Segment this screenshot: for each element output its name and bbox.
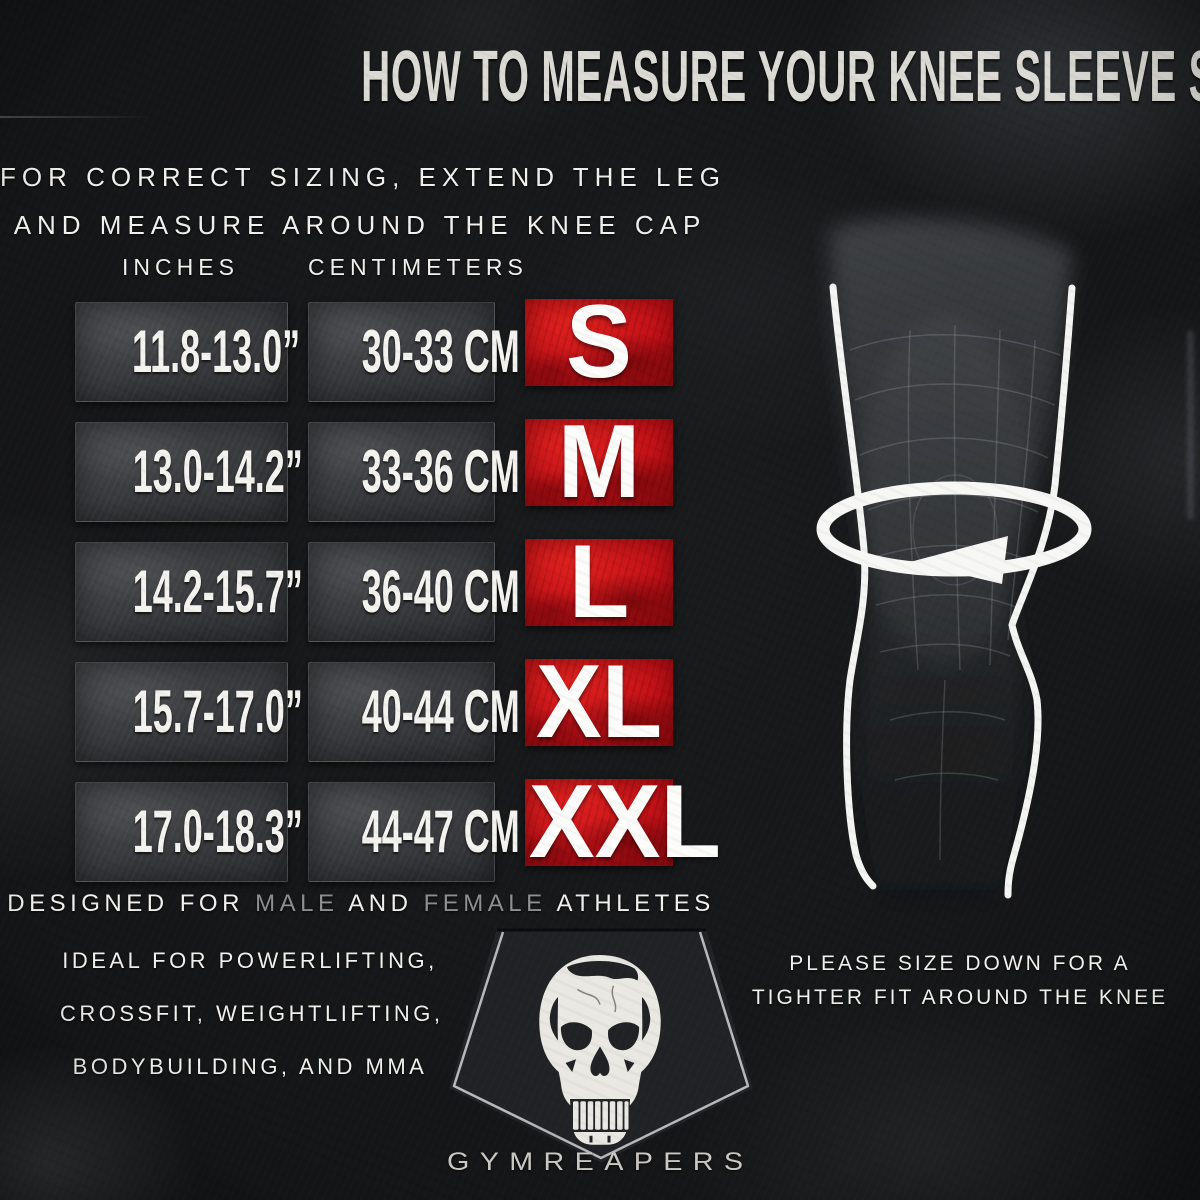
size-badge-s: S [525, 290, 673, 394]
inches-value-box: 14.2-15.7” [75, 542, 303, 642]
column-header-centimeters: CENTIMETERS [308, 254, 528, 280]
inches-value-box: 17.0-18.3” [75, 782, 303, 882]
designed-for-and: AND [338, 890, 424, 917]
designed-for-male: MALE [255, 890, 339, 917]
size-row-xxl: 17.0-18.3” 44-47 CM XXL [0, 770, 721, 882]
column-header-inches: INCHES [122, 254, 239, 280]
size-row-xl: 15.7-17.0” 40-44 CM XL [0, 650, 720, 762]
designed-for-line: DESIGNED FOR MALE AND FEMALE ATHLETES [0, 890, 722, 918]
size-note-line-2: TIGHTER FIT AROUND THE KNEE [751, 986, 1169, 1009]
size-row-l: 14.2-15.7” 36-40 CM L [0, 530, 720, 642]
centimeters-value-box: 44-47 CM [308, 782, 520, 882]
skull-banner [449, 928, 753, 1163]
centimeters-value-box: 33-36 CM [308, 422, 520, 522]
page-title: HOW TO MEASURE YOUR KNEE SLEEVE SIZE [361, 37, 1200, 117]
centimeters-value-box: 30-33 CM [308, 302, 520, 402]
ideal-for-line-2: CROSSFIT, WEIGHTLIFTING, [60, 1001, 444, 1026]
designed-for-prefix: DESIGNED FOR [7, 890, 256, 917]
size-badge-xxl: XXL [525, 770, 721, 874]
designed-for-female: FEMALE [423, 890, 547, 917]
size-note-line-1: PLEASE SIZE DOWN FOR A [789, 952, 1131, 975]
instruction-line-1: FOR CORRECT SIZING, EXTEND THE LEG [0, 162, 726, 192]
designed-for-suffix: ATHLETES [546, 890, 715, 917]
light-streak [1187, 330, 1194, 520]
leg-contour-lines [829, 283, 1076, 899]
size-badge-l: L [525, 530, 673, 634]
ideal-for-line-1: IDEAL FOR POWERLIFTING, [62, 948, 438, 973]
size-badge-xl: XL [525, 650, 673, 754]
ideal-for-line-3: BODYBUILDING, AND MMA [72, 1054, 428, 1079]
centimeters-value-box: 36-40 CM [308, 542, 520, 642]
size-row-s: 11.8-13.0” 30-33 CM S [0, 290, 720, 402]
size-row-m: 13.0-14.2” 33-36 CM M [0, 410, 720, 522]
size-badge-m: M [525, 410, 673, 514]
instruction-line-2: AND MEASURE AROUND THE KNEE CAP [13, 210, 707, 240]
scratch-texture [0, 116, 150, 118]
inches-value-box: 13.0-14.2” [75, 422, 303, 522]
inches-value-box: 15.7-17.0” [75, 662, 303, 762]
centimeters-value-box: 40-44 CM [308, 662, 520, 762]
skull-icon [539, 955, 661, 1145]
brand-wordmark: GYMREAPERS [446, 1148, 754, 1176]
knee-measurement-diagram-icon [816, 218, 1092, 906]
measure-loop-arrow-icon [816, 481, 1092, 584]
inches-value-box: 11.8-13.0” [75, 302, 300, 402]
